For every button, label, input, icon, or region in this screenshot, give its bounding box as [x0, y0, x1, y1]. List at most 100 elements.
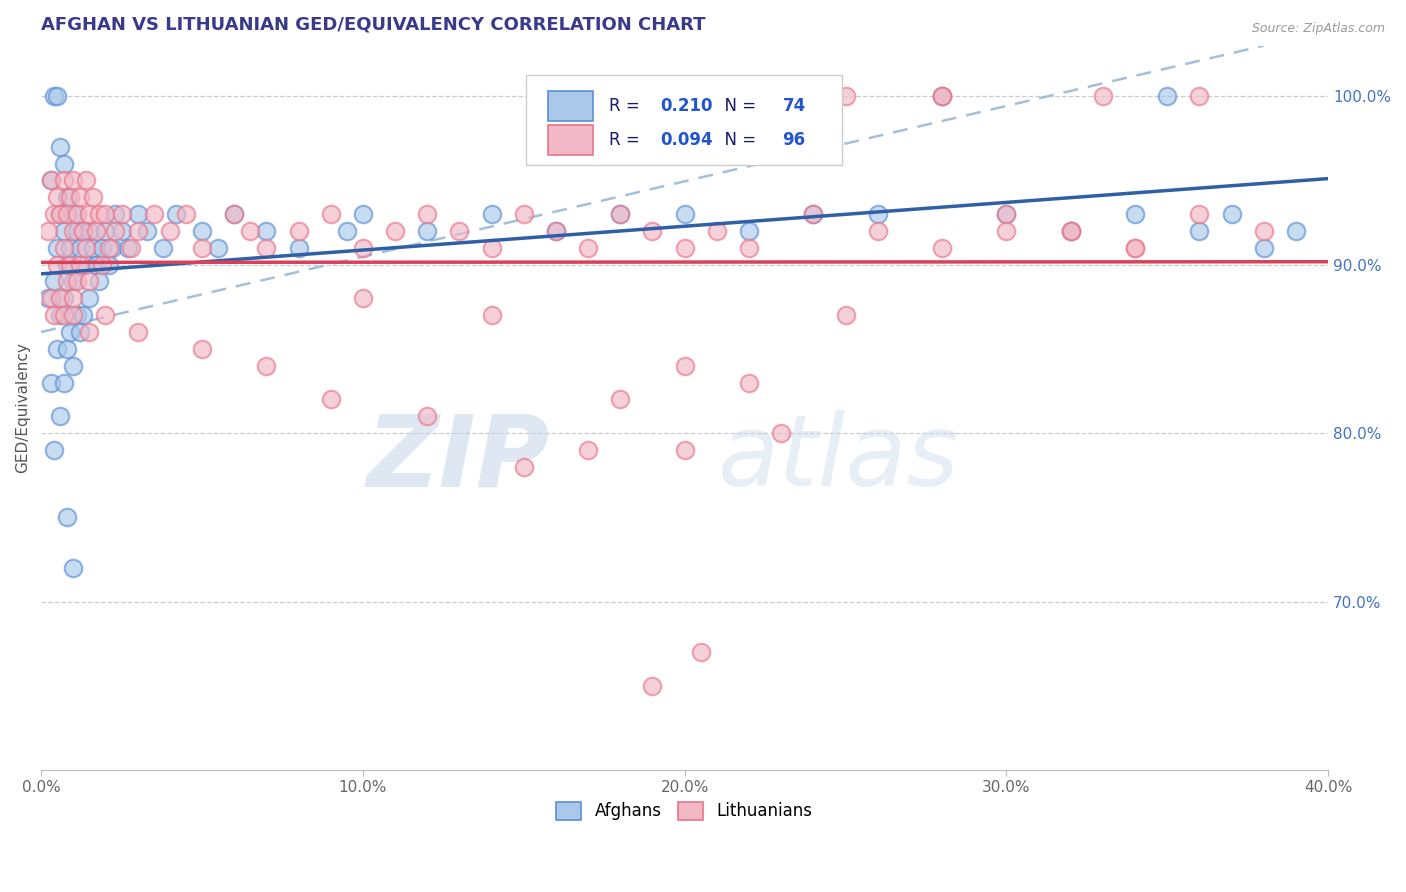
Text: R =: R =	[609, 131, 645, 149]
Point	[641, 224, 664, 238]
Point	[65, 308, 87, 322]
Point	[191, 241, 214, 255]
Point	[995, 207, 1018, 221]
Point	[513, 207, 536, 221]
Point	[513, 459, 536, 474]
Point	[449, 224, 471, 238]
Point	[673, 207, 696, 221]
Point	[207, 241, 229, 255]
Point	[49, 140, 72, 154]
Point	[319, 207, 342, 221]
Point	[46, 241, 69, 255]
FancyBboxPatch shape	[526, 75, 842, 165]
Point	[254, 241, 277, 255]
Point	[82, 190, 104, 204]
Point	[56, 510, 79, 524]
Text: Source: ZipAtlas.com: Source: ZipAtlas.com	[1251, 22, 1385, 36]
Point	[384, 224, 406, 238]
Point	[1123, 207, 1146, 221]
Point	[191, 224, 214, 238]
Point	[46, 258, 69, 272]
Point	[127, 207, 149, 221]
Y-axis label: GED/Equivalency: GED/Equivalency	[15, 343, 30, 474]
Point	[352, 207, 374, 221]
Point	[834, 89, 856, 103]
Point	[673, 442, 696, 457]
Point	[174, 207, 197, 221]
Point	[1123, 241, 1146, 255]
Point	[481, 241, 503, 255]
Point	[42, 89, 65, 103]
Point	[39, 173, 62, 187]
Point	[65, 224, 87, 238]
Point	[142, 207, 165, 221]
Point	[62, 291, 84, 305]
Point	[59, 325, 82, 339]
Point	[738, 376, 761, 390]
Point	[866, 207, 889, 221]
Point	[931, 89, 953, 103]
Point	[416, 224, 439, 238]
Point	[52, 173, 75, 187]
Point	[995, 224, 1018, 238]
Point	[79, 291, 101, 305]
Text: R =: R =	[609, 97, 645, 115]
Point	[42, 207, 65, 221]
Text: 0.210: 0.210	[661, 97, 713, 115]
Point	[127, 325, 149, 339]
Point	[94, 207, 117, 221]
Point	[609, 392, 631, 407]
Point	[931, 89, 953, 103]
Point	[673, 359, 696, 373]
Point	[94, 308, 117, 322]
Point	[75, 173, 97, 187]
Point	[931, 241, 953, 255]
Point	[1060, 224, 1083, 238]
Point	[59, 241, 82, 255]
Point	[224, 207, 246, 221]
Point	[91, 241, 114, 255]
FancyBboxPatch shape	[548, 125, 593, 155]
Point	[46, 89, 69, 103]
Point	[104, 224, 127, 238]
Text: 0.094: 0.094	[661, 131, 713, 149]
Point	[416, 207, 439, 221]
Point	[79, 325, 101, 339]
Point	[62, 359, 84, 373]
Point	[52, 156, 75, 170]
Point	[1188, 89, 1211, 103]
Point	[254, 359, 277, 373]
Point	[52, 376, 75, 390]
Point	[56, 207, 79, 221]
Point	[65, 275, 87, 289]
Text: N =: N =	[714, 131, 762, 149]
Point	[91, 258, 114, 272]
Point	[481, 207, 503, 221]
Point	[52, 241, 75, 255]
Point	[1123, 241, 1146, 255]
Point	[42, 442, 65, 457]
Point	[706, 224, 728, 238]
Point	[46, 342, 69, 356]
Point	[544, 224, 567, 238]
Point	[84, 258, 107, 272]
Point	[69, 258, 91, 272]
Point	[62, 561, 84, 575]
Point	[87, 207, 110, 221]
Point	[770, 426, 793, 441]
Point	[641, 679, 664, 693]
Point	[120, 241, 142, 255]
Point	[738, 241, 761, 255]
Point	[52, 224, 75, 238]
Point	[56, 275, 79, 289]
Point	[117, 241, 139, 255]
Point	[72, 224, 94, 238]
Point	[127, 224, 149, 238]
Point	[159, 224, 181, 238]
Point	[46, 190, 69, 204]
Point	[101, 241, 124, 255]
Point	[39, 173, 62, 187]
Point	[352, 291, 374, 305]
Point	[224, 207, 246, 221]
Point	[59, 258, 82, 272]
